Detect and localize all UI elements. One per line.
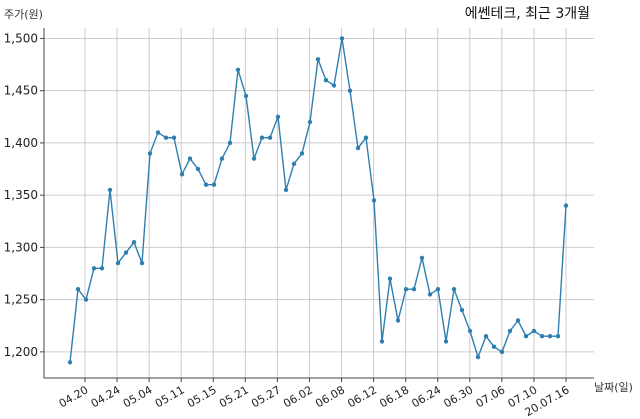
- data-point: [299, 151, 305, 156]
- data-point: [403, 287, 409, 292]
- data-point: [459, 307, 465, 313]
- data-point: [251, 156, 257, 161]
- data-point: [547, 334, 553, 339]
- price-points: [67, 36, 569, 365]
- y-tick-label: 1,400: [4, 136, 38, 150]
- x-tick-label: 04.20: [57, 383, 91, 410]
- y-tick-labels: 1,200 1,250 1,300 1,350 1,400 1,450 1,500: [4, 31, 38, 358]
- x-tick-label: 06.24: [409, 383, 443, 410]
- data-point: [523, 334, 529, 339]
- data-point: [211, 182, 217, 187]
- data-point: [419, 255, 425, 261]
- data-point: [291, 161, 297, 166]
- data-point: [259, 135, 265, 140]
- x-tick-label: 05.15: [185, 383, 219, 410]
- chart-title: 에쎈테크, 최근 3개월: [465, 6, 590, 22]
- data-point: [203, 182, 209, 187]
- data-point: [515, 318, 521, 323]
- data-point: [443, 339, 449, 344]
- data-point: [235, 67, 241, 73]
- data-point: [123, 250, 129, 255]
- data-point: [323, 78, 329, 83]
- data-point: [91, 266, 97, 271]
- grid: [44, 28, 594, 378]
- data-point: [371, 198, 377, 203]
- data-point: [171, 135, 177, 140]
- data-point: [163, 135, 169, 140]
- data-point: [243, 93, 249, 99]
- x-tick-label: 05.04: [121, 383, 155, 410]
- x-tick-label: 06.08: [313, 383, 347, 410]
- data-point: [147, 151, 153, 156]
- data-point: [315, 57, 321, 62]
- data-point: [219, 156, 225, 161]
- axes: [40, 28, 594, 382]
- data-point: [475, 354, 481, 360]
- x-tick-label: 05.27: [249, 383, 283, 410]
- data-point: [107, 187, 113, 193]
- x-tick-labels: 04.2004.2405.0405.1105.1505.2105.2706.02…: [57, 383, 572, 419]
- y-tick-label: 1,200: [4, 345, 38, 359]
- data-point: [195, 166, 201, 172]
- y-tick-label: 1,300: [4, 240, 38, 254]
- x-tick-label: 07.06: [474, 383, 508, 410]
- data-point: [395, 318, 401, 323]
- data-point: [187, 156, 193, 161]
- data-point: [131, 240, 137, 245]
- x-tick-label: 05.21: [217, 383, 251, 410]
- x-tick-label: 06.02: [281, 383, 315, 410]
- data-point: [179, 172, 185, 177]
- data-point: [275, 114, 281, 120]
- data-point: [139, 260, 145, 266]
- data-point: [227, 140, 233, 146]
- data-point: [339, 36, 345, 41]
- data-point: [555, 334, 561, 339]
- data-point: [435, 287, 441, 292]
- data-point: [347, 88, 353, 93]
- data-point: [411, 287, 417, 292]
- data-point: [499, 349, 505, 355]
- x-axis-label: 날짜(일): [594, 380, 633, 394]
- data-point: [379, 339, 385, 344]
- data-point: [307, 119, 313, 125]
- x-tick-label: 06.18: [377, 383, 411, 410]
- data-point: [155, 130, 161, 135]
- x-tick-label: 06.12: [345, 383, 379, 410]
- data-point: [75, 287, 81, 292]
- data-point: [283, 187, 289, 193]
- y-tick-label: 1,250: [4, 293, 38, 307]
- y-tick-label: 1,500: [4, 31, 38, 45]
- price-series-line: [69, 38, 567, 363]
- x-tick-label: 04.24: [89, 383, 123, 410]
- x-tick-label: 06.30: [442, 383, 476, 410]
- data-point: [363, 135, 369, 140]
- data-point: [331, 83, 337, 88]
- data-point: [115, 260, 121, 266]
- data-point: [83, 297, 89, 302]
- y-axis-label: 주가(원): [4, 8, 43, 21]
- y-tick-label: 1,350: [4, 188, 38, 202]
- data-point: [507, 328, 513, 334]
- data-point: [387, 276, 393, 281]
- data-point: [563, 203, 569, 208]
- data-point: [451, 287, 457, 292]
- data-point: [467, 328, 473, 334]
- x-tick-label: 05.11: [153, 383, 187, 410]
- data-point: [491, 344, 497, 349]
- data-point: [267, 135, 273, 140]
- data-point: [427, 292, 433, 297]
- data-point: [539, 334, 545, 339]
- data-point: [483, 334, 489, 339]
- data-point: [355, 145, 361, 151]
- data-point: [99, 266, 105, 271]
- data-point: [531, 328, 537, 334]
- data-point: [67, 360, 73, 365]
- y-tick-label: 1,450: [4, 84, 38, 98]
